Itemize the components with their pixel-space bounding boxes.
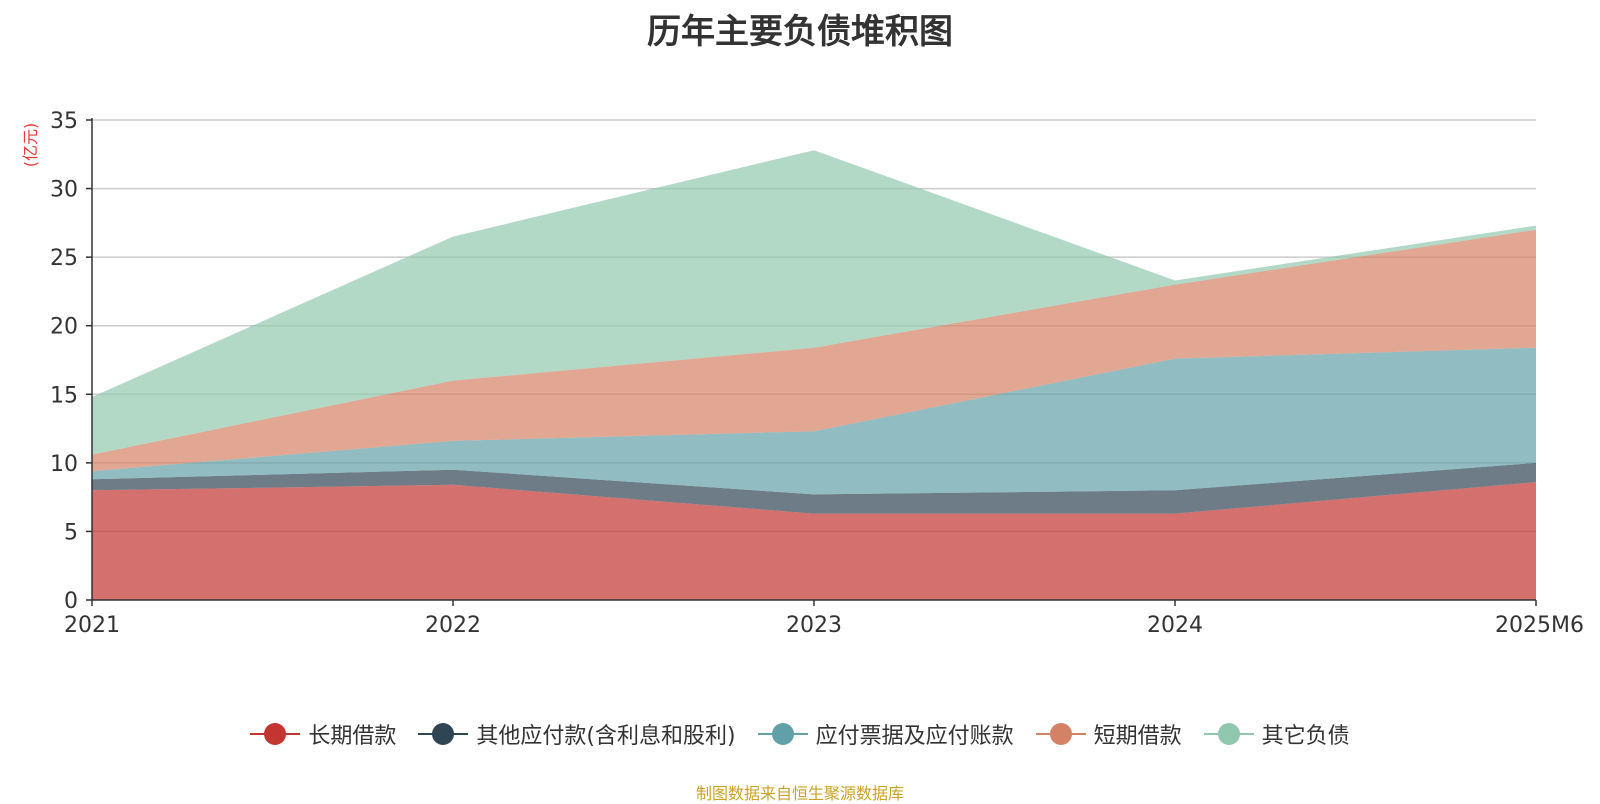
y-tick-label: 0 [64,589,78,614]
legend-marker-icon [757,722,808,746]
legend-marker-dot [771,723,794,745]
chart-title: 历年主要负债堆积图 [647,12,953,52]
legend-label: 长期借款 [308,724,397,749]
x-tick-label: 2023 [786,613,842,638]
x-tick-label: 2024 [1147,613,1203,638]
stacked-areas [92,150,1536,600]
legend-label: 短期借款 [1093,724,1182,749]
legend-item[interactable]: 其它负债 [1203,718,1350,750]
y-tick-label: 15 [50,383,78,408]
legend-item[interactable]: 短期借款 [1035,718,1182,750]
legend-marker-dot [264,723,287,745]
axes: 0 5 10 15 20 25 30 35 2021 2022 2023 2024 2025M6 [50,109,1584,638]
area-series-5 [92,150,1536,455]
legend-item[interactable]: 其他应付款(含利息和股利) [418,718,736,750]
x-tick-label: 2022 [425,613,481,638]
x-tick-label: 2021 [64,613,120,638]
y-tick-label: 35 [50,109,78,134]
x-tick-label: 2025M6 [1495,613,1584,638]
area-series-3 [92,347,1536,495]
legend-marker-dot [1217,723,1240,745]
legend: 长期借款 其他应付款(含利息和股利) 应付票据及应付账款 短期借款 其它负债 [0,718,1600,750]
legend-item[interactable]: 应付票据及应付账款 [757,718,1014,750]
legend-item[interactable]: 长期借款 [250,718,396,750]
legend-marker-icon [250,722,301,746]
source-note: 制图数据来自恒生聚源数据库 [695,784,904,803]
legend-marker-icon [1035,722,1086,746]
y-axis-label: (亿元) [21,123,40,168]
y-tick-label: 30 [50,178,78,203]
legend-label: 其它负债 [1261,724,1350,749]
area-series-4 [92,229,1536,472]
legend-marker-icon [418,722,469,746]
y-tick-label: 20 [50,315,78,340]
legend-marker-icon [1203,722,1254,746]
y-tick-label: 25 [50,246,78,271]
legend-marker-dot [432,723,455,745]
legend-label: 其他应付款(含利息和股利) [476,724,736,749]
area-series-2 [92,462,1536,514]
area-series-1 [92,482,1536,600]
legend-marker-dot [1049,723,1072,745]
legend-label: 应付票据及应付账款 [815,724,1014,749]
y-tick-label: 10 [50,452,78,477]
y-tick-label: 5 [64,520,78,545]
